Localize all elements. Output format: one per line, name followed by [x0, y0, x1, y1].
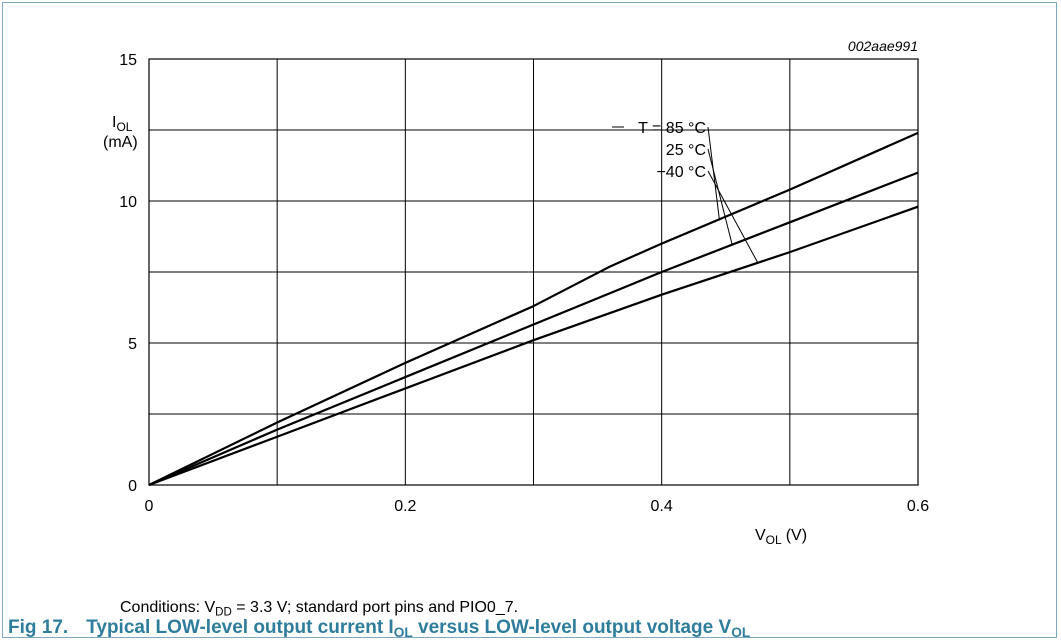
series-label: 25 °C	[666, 142, 706, 159]
figure-number: Fig 17.	[8, 617, 69, 638]
grid	[148, 58, 919, 486]
series-line	[148, 171, 919, 487]
y-tick-label: 10	[119, 194, 137, 211]
chart: 0 0.2 0.4 0.6 0 5 10 15 T = 85 °C 25 °C −40 °C 00…	[103, 38, 929, 547]
x-tick-label: 0.4	[651, 498, 673, 515]
x-tick-label: 0.6	[907, 498, 929, 515]
y-tick-label: 0	[128, 478, 137, 495]
figure-caption: Fig 17. Typical LOW-level output current …	[8, 617, 751, 641]
series-label: T = 85 °C	[638, 120, 706, 137]
x-axis-label: VOL (V)	[755, 527, 807, 547]
series-line	[148, 131, 919, 486]
leader-line	[707, 148, 733, 245]
conditions-note: Conditions: VDD = 3.3 V; standard port p…	[120, 599, 519, 619]
series-lines	[148, 131, 919, 487]
x-tick-label: 0.2	[394, 498, 416, 515]
y-tick-label: 15	[119, 52, 137, 69]
x-tick-label: 0	[145, 498, 154, 515]
series-line	[148, 205, 919, 487]
series-label: −40 °C	[656, 164, 706, 181]
series-annotations: T = 85 °C 25 °C −40 °C	[612, 120, 759, 264]
tick-labels: 0 0.2 0.4 0.6 0 5 10 15	[119, 52, 929, 515]
leader-line	[707, 170, 759, 264]
plot-border	[148, 58, 919, 486]
y-axis-unit: (mA)	[103, 134, 138, 151]
y-tick-label: 5	[128, 336, 137, 353]
y-axis-label: IOL	[112, 114, 133, 134]
figure-code: 002aae991	[848, 38, 918, 54]
